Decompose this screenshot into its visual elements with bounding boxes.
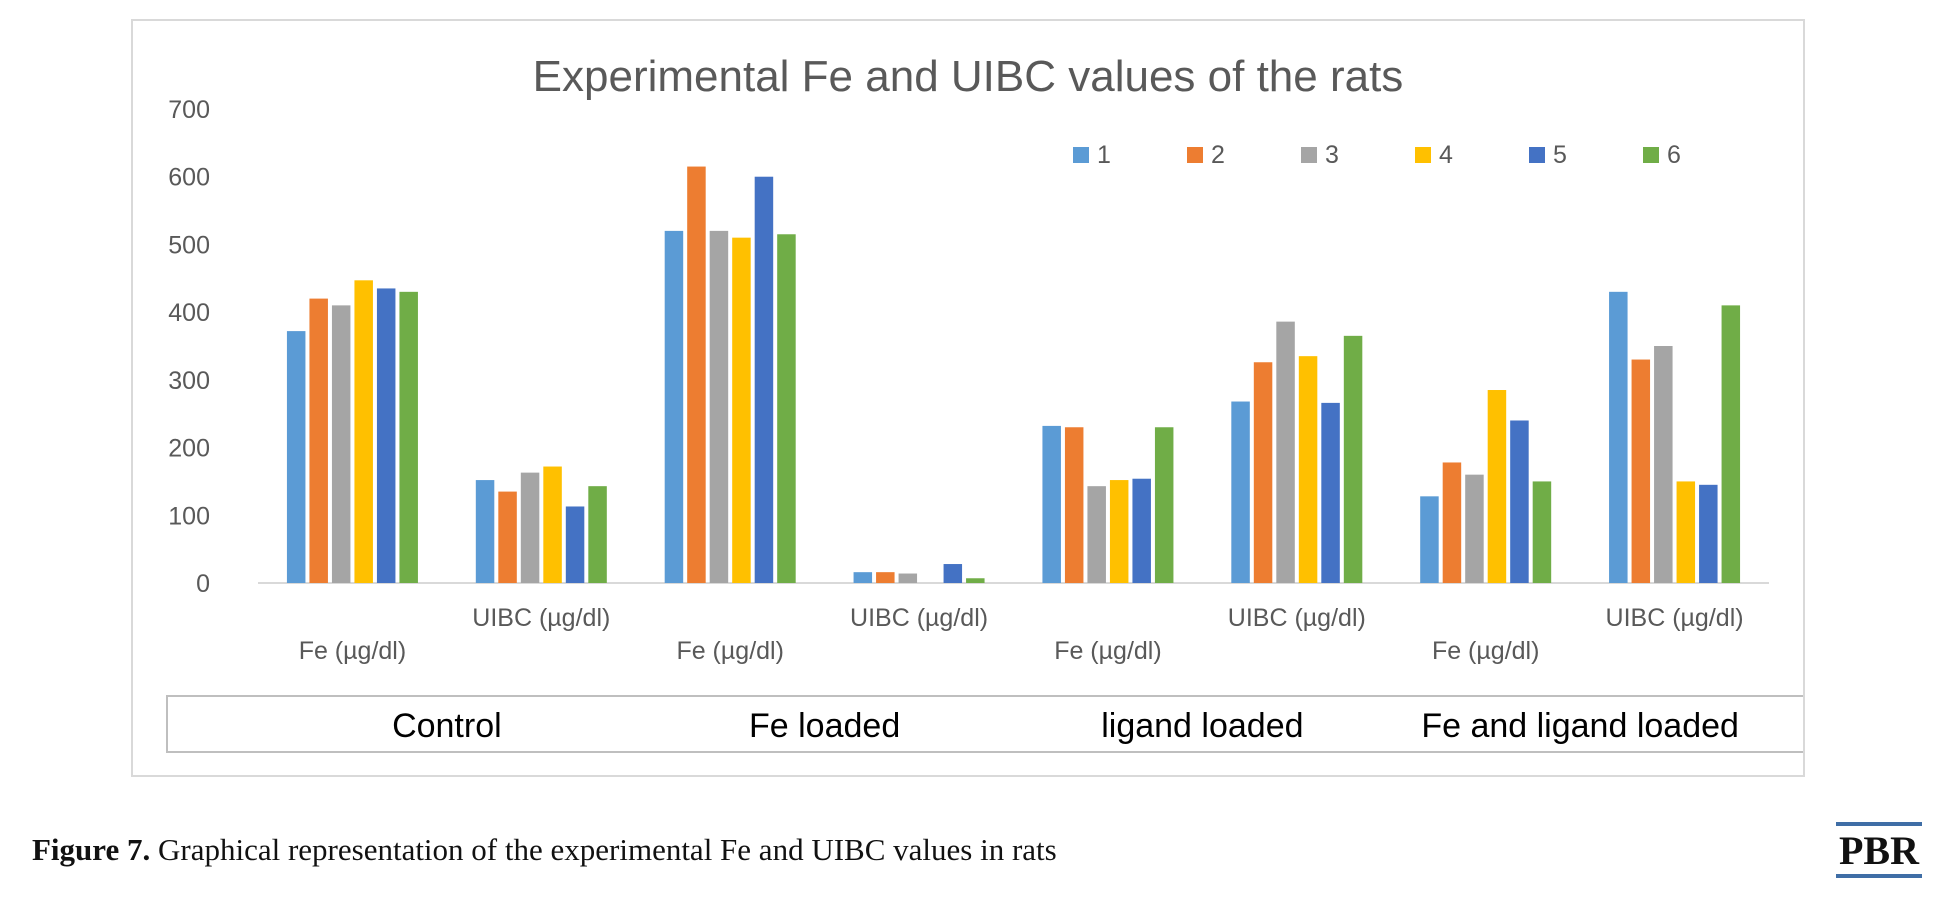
bar-series-6 <box>1343 335 1363 583</box>
bar-series-4 <box>1487 390 1507 583</box>
bar-series-6 <box>588 486 607 583</box>
bar-series-5 <box>376 288 396 583</box>
figure-caption-label: Figure 7. <box>32 832 151 867</box>
chart-frame: Experimental Fe and UIBC values of the r… <box>131 19 1805 777</box>
group-label: Control <box>392 707 502 745</box>
legend-swatch <box>1073 147 1089 163</box>
legend-label: 1 <box>1097 141 1111 169</box>
figure-caption: Figure 7. Graphical representation of th… <box>32 832 1057 868</box>
bar-series-1 <box>286 331 306 583</box>
bar-series-3 <box>1465 474 1484 583</box>
logo-rule-bottom <box>1836 874 1922 878</box>
bar-series-2 <box>309 298 328 583</box>
bar-series-5 <box>754 176 774 583</box>
bar-series-1 <box>1231 401 1250 583</box>
x-category-label: UIBC (µg/dl) <box>850 604 988 632</box>
bar-series-3 <box>898 573 918 583</box>
bar-series-4 <box>1676 481 1696 583</box>
bar-series-6 <box>1532 481 1552 583</box>
bar-series-1 <box>1420 496 1439 583</box>
legend-label: 3 <box>1325 141 1339 169</box>
bar-series-2 <box>1064 427 1084 583</box>
group-label-box <box>166 695 1803 753</box>
bar-chart: Experimental Fe and UIBC values of the r… <box>166 52 1803 753</box>
group-label: Fe and ligand loaded <box>1421 707 1739 745</box>
x-category-label: Fe (µg/dl) <box>1432 637 1539 665</box>
logo-rule-top <box>1836 822 1922 826</box>
y-tick-label: 200 <box>168 435 210 463</box>
bar-series-6 <box>777 234 796 583</box>
legend-label: 6 <box>1667 141 1681 169</box>
bar-series-2 <box>1253 362 1273 583</box>
group-label: Fe loaded <box>749 707 900 745</box>
bar-series-4 <box>1109 480 1129 583</box>
x-category-label: UIBC (µg/dl) <box>472 604 610 632</box>
legend-swatch <box>1643 147 1659 163</box>
bar-series-1 <box>475 480 495 583</box>
bar-series-3 <box>520 472 540 583</box>
legend-swatch <box>1187 147 1203 163</box>
x-category-label: Fe (µg/dl) <box>299 637 406 665</box>
legend-label: 4 <box>1439 141 1453 169</box>
bar-series-6 <box>1154 427 1174 583</box>
x-category-label: Fe (µg/dl) <box>1054 637 1161 665</box>
pbr-logo: PBR <box>1836 822 1922 878</box>
y-tick-label: 500 <box>168 231 210 259</box>
legend-label: 5 <box>1553 141 1567 169</box>
bar-series-4 <box>1298 356 1318 583</box>
figure-caption-text: Graphical representation of the experime… <box>150 832 1057 867</box>
x-category-label: UIBC (µg/dl) <box>1228 604 1366 632</box>
bar-series-1 <box>1042 425 1061 583</box>
y-tick-label: 700 <box>168 96 210 124</box>
legend-swatch <box>1415 147 1431 163</box>
bar-series-5 <box>565 506 585 583</box>
bar-series-2 <box>1442 462 1462 583</box>
bar-series-6 <box>1721 305 1741 583</box>
legend-swatch <box>1529 147 1545 163</box>
bar-series-1 <box>1609 291 1628 583</box>
x-category-label: Fe (µg/dl) <box>676 637 783 665</box>
bar-series-3 <box>1276 321 1295 583</box>
x-category-label: UIBC (µg/dl) <box>1606 604 1744 632</box>
bar-series-1 <box>853 572 873 583</box>
bar-series-3 <box>331 305 351 583</box>
bar-series-3 <box>1654 346 1673 583</box>
bar-series-5 <box>1699 484 1718 583</box>
bar-series-4 <box>732 237 751 583</box>
bar-series-3 <box>1087 486 1106 583</box>
bar-series-1 <box>664 230 684 583</box>
logo-text: PBR <box>1839 828 1919 873</box>
group-label: ligand loaded <box>1101 707 1303 745</box>
bar-series-2 <box>876 572 895 583</box>
bar-series-4 <box>543 466 562 583</box>
bar-series-4 <box>354 280 373 583</box>
bar-series-5 <box>1321 402 1340 583</box>
bar-series-2 <box>687 166 706 584</box>
bar-series-5 <box>1132 478 1151 583</box>
legend-label: 2 <box>1211 141 1225 169</box>
chart-title: Experimental Fe and UIBC values of the r… <box>533 52 1404 101</box>
bar-series-2 <box>1631 359 1651 583</box>
bar-series-5 <box>1510 420 1529 583</box>
y-tick-label: 0 <box>196 570 210 598</box>
bar-series-6 <box>399 291 418 583</box>
y-tick-label: 300 <box>168 367 210 395</box>
y-tick-label: 600 <box>168 164 210 192</box>
bar-series-2 <box>498 491 517 583</box>
y-tick-label: 400 <box>168 299 210 327</box>
bar-series-3 <box>709 230 729 583</box>
y-tick-label: 100 <box>168 502 210 530</box>
bar-series-5 <box>943 564 963 583</box>
legend-swatch <box>1301 147 1317 163</box>
bar-series-6 <box>966 578 985 583</box>
